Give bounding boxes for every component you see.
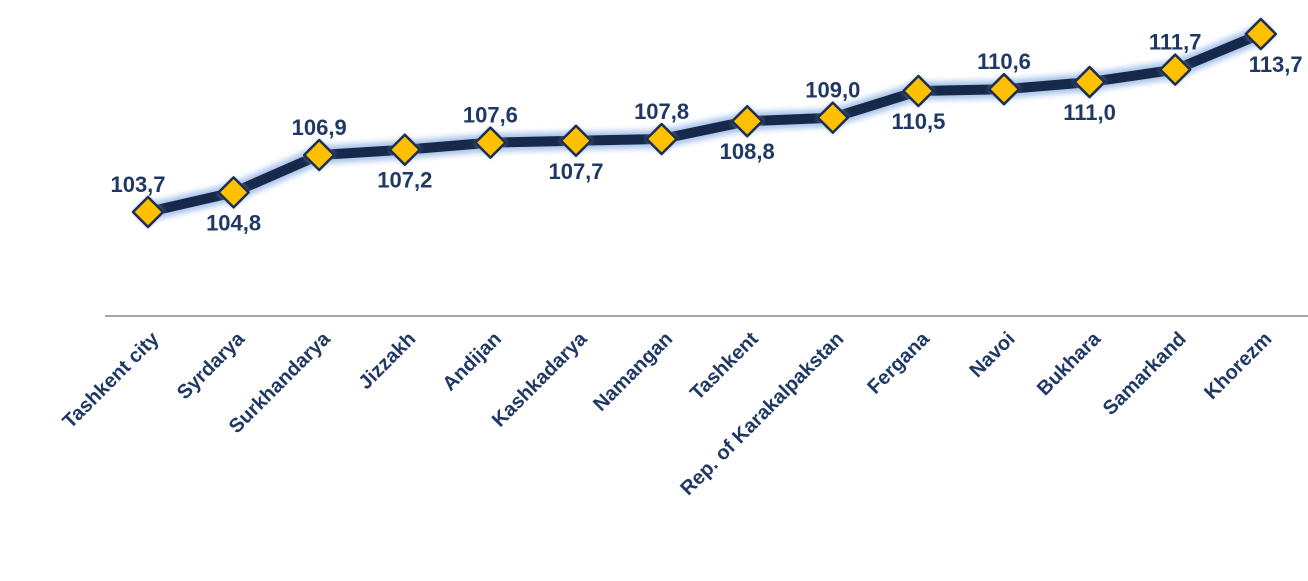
x-tick-label: Navoi (965, 328, 1019, 382)
x-tick-label: Jizzakh (354, 328, 420, 394)
x-tick-label: Samarkand (1099, 328, 1191, 420)
data-point (217, 176, 250, 209)
data-label: 110,6 (977, 49, 1031, 74)
data-point (1158, 53, 1192, 86)
x-tick-label: Fergana (863, 327, 934, 398)
data-label: 107,8 (634, 99, 689, 124)
data-point (559, 124, 593, 158)
data-point (388, 133, 422, 166)
data-point (816, 101, 850, 134)
data-label: 106,9 (292, 115, 347, 140)
data-label: 109,0 (805, 78, 860, 103)
data-point (302, 138, 336, 172)
data-point (1073, 65, 1106, 99)
data-point (474, 126, 507, 159)
x-tick-label: Tashkent (686, 328, 763, 405)
data-label: 107,2 (377, 168, 432, 193)
x-tick-label: Namangan (589, 328, 677, 416)
data-point (902, 74, 935, 108)
x-tick-label: Andijan (439, 328, 506, 395)
data-point (730, 104, 764, 138)
data-label-layer: 103,7 104,8 106,9 107,2 107,6 107,7 107,8 108,8… (110, 30, 1302, 236)
marker-layer (131, 17, 1278, 229)
data-label: 107,6 (463, 103, 518, 128)
data-point (131, 195, 165, 229)
data-point (1244, 17, 1278, 51)
data-label: 111,7 (1149, 30, 1202, 55)
data-label: 108,8 (720, 139, 775, 164)
x-tick-label: Syrdarya (173, 327, 250, 404)
data-label: 113,7 (1249, 52, 1303, 77)
x-tick-label: Bukhara (1033, 327, 1106, 400)
x-tick-label: Rep. of Karakalpakstan (676, 328, 848, 500)
data-point (645, 122, 678, 156)
data-label: 107,7 (548, 159, 603, 184)
data-label: 111,0 (1063, 100, 1116, 125)
data-label: 104,8 (206, 210, 261, 235)
x-tick-label: Khorezm (1200, 328, 1276, 404)
data-point (987, 72, 1021, 106)
x-tick-label: Tashkent city (59, 327, 165, 433)
data-label: 103,7 (110, 172, 165, 197)
data-label: 110,5 (891, 109, 945, 134)
